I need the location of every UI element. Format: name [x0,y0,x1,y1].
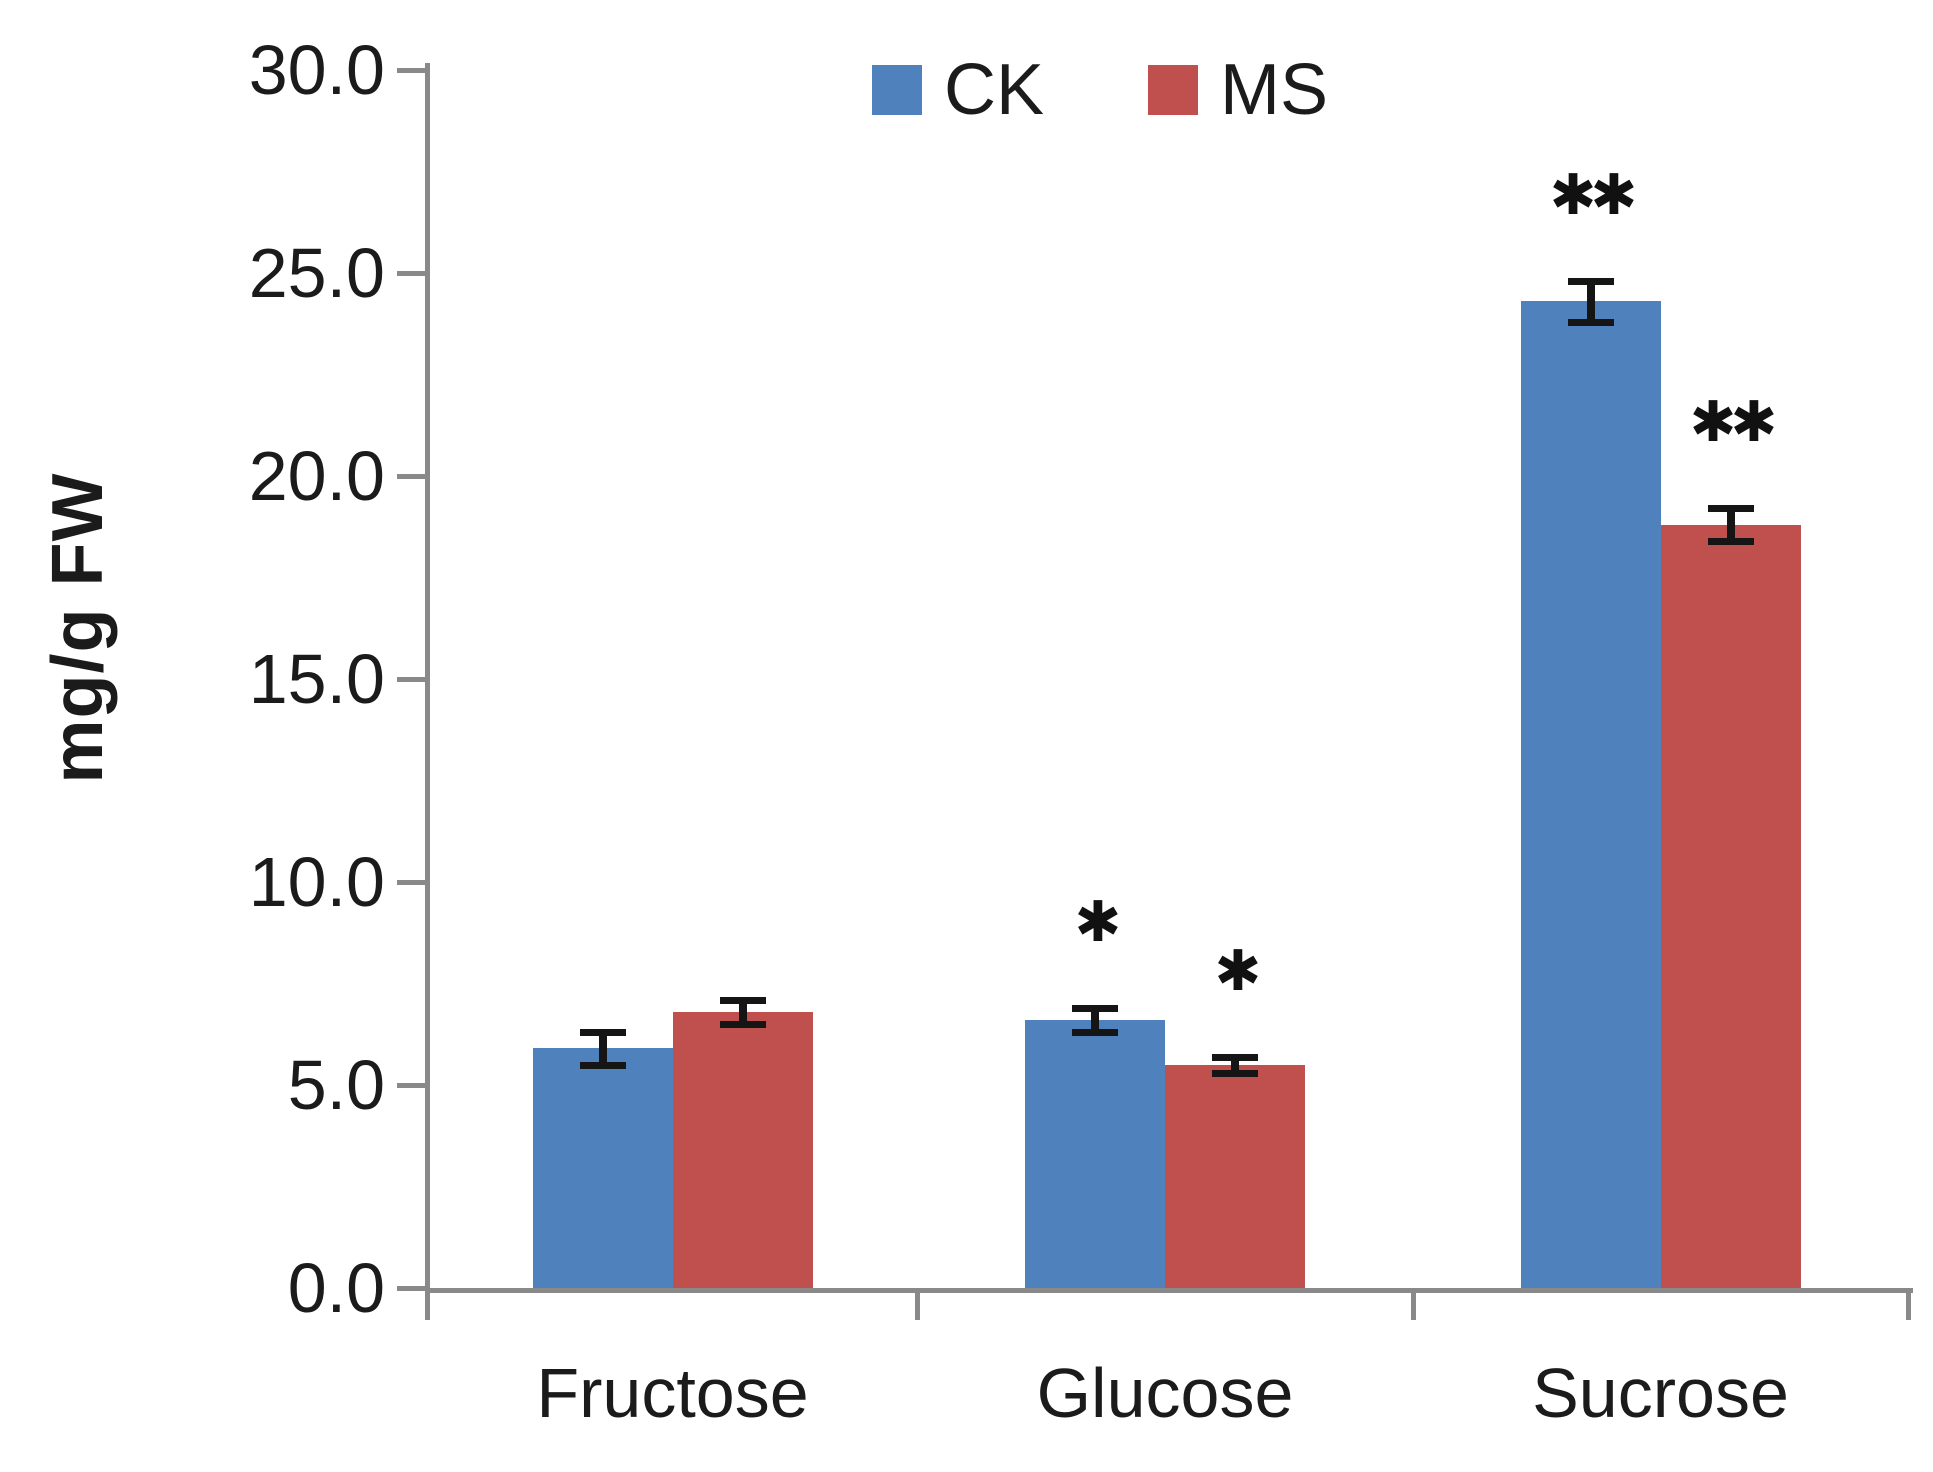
legend-swatch-ms [1148,65,1199,115]
error-bar-stem-sucrose-ms [1726,508,1735,541]
y-tick-label: 20.0 [248,437,385,515]
error-bar-top-cap-sucrose-ms [1707,505,1754,513]
error-bar-stem-fructose-ck [598,1032,607,1065]
x-category-label-sucrose: Sucrose [1532,1354,1789,1432]
y-tick-label: 10.0 [248,843,385,921]
bar-sucrose-ck [1520,301,1661,1288]
y-tick-label: 30.0 [248,31,385,109]
y-tick [397,880,425,885]
significance-marker-sucrose-ck: ✱✱ [1549,163,1638,229]
y-tick-label: 25.0 [248,234,385,312]
legend-swatch-ck [872,65,922,115]
error-bar-stem-sucrose-ck [1586,281,1595,322]
error-bar-top-cap-glucose-ms [1212,1053,1258,1061]
significance-marker-glucose-ms: ✱ [1214,938,1262,1004]
y-tick [397,1286,425,1291]
y-tick [397,474,425,479]
x-tick [1906,1288,1911,1320]
error-bar-bottom-cap-sucrose-ck [1567,318,1614,326]
y-tick [397,677,425,682]
error-bar-bottom-cap-glucose-ms [1212,1069,1258,1077]
y-tick-label: 15.0 [248,640,385,718]
legend: CK MS [872,50,1329,130]
y-tick-label: 5.0 [287,1046,385,1124]
error-bar-top-cap-glucose-ck [1072,1004,1118,1012]
error-bar-bottom-cap-fructose-ck [579,1061,626,1069]
bar-fructose-ck [532,1048,673,1288]
error-bar-bottom-cap-fructose-ms [719,1021,766,1029]
legend-label-ck: CK [944,50,1045,130]
legend-item-ms: MS [1148,50,1329,130]
legend-item-ck: CK [872,50,1045,130]
y-axis-title: mg/g FW [38,472,118,784]
bar-fructose-ms [672,1011,813,1288]
error-bar-top-cap-fructose-ck [579,1029,626,1037]
significance-marker-sucrose-ms: ✱✱ [1689,390,1778,456]
error-bar-top-cap-sucrose-ck [1567,278,1614,286]
error-bar-stem-fructose-ms [738,999,747,1025]
y-tick [397,1083,425,1088]
significance-marker-glucose-ck: ✱ [1074,889,1122,955]
y-tick-label: 0.0 [287,1249,385,1327]
error-bar-stem-glucose-ck [1091,1007,1099,1033]
error-bar-bottom-cap-glucose-ck [1072,1029,1118,1037]
bar-sucrose-ms [1660,524,1801,1288]
y-axis-line [425,63,430,1320]
x-tick [1411,1288,1416,1320]
x-category-label-glucose: Glucose [1036,1354,1294,1432]
bar-glucose-ck [1025,1020,1165,1288]
legend-label-ms: MS [1220,50,1329,130]
error-bar-top-cap-fructose-ms [719,996,766,1004]
error-bar-bottom-cap-sucrose-ms [1707,537,1754,545]
x-category-label-fructose: Fructose [536,1354,809,1432]
error-bar-stem-glucose-ms [1231,1056,1239,1073]
x-tick [915,1288,920,1320]
y-tick [397,68,425,73]
x-axis-line [425,1288,1913,1293]
y-tick [397,271,425,276]
bar-glucose-ms [1165,1064,1305,1288]
